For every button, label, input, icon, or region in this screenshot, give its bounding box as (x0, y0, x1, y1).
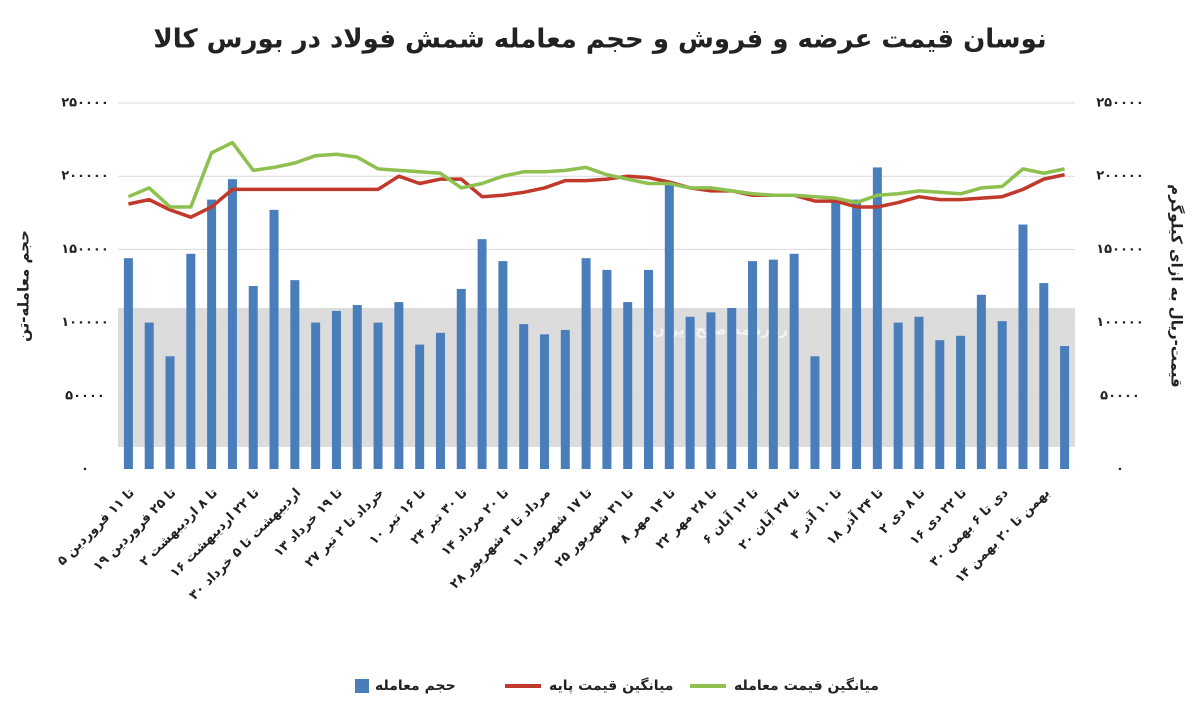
bar (602, 269, 612, 469)
legend-label: میانگین قیمت پایه (549, 677, 673, 694)
bar (685, 316, 695, 469)
line (128, 173, 1065, 219)
bar (456, 288, 466, 469)
bar (123, 258, 133, 469)
bar (560, 329, 570, 469)
line (127, 140, 1065, 209)
bar (727, 307, 737, 469)
bar (415, 344, 425, 469)
y2-tick-label: ۵۰۰۰۰ (1100, 388, 1140, 403)
bar (248, 286, 258, 469)
bar (165, 356, 175, 469)
bar (539, 334, 549, 469)
x-tick-label: ۲ تا ۸ اردیبهشت (137, 486, 221, 570)
y2-tick-label: ۰ (1116, 462, 1124, 477)
y-tick-label: ۵۰۰۰۰ (65, 388, 105, 403)
y2-axis-label: قیمت-ریال به ازای کیلوگرم (1168, 184, 1186, 388)
bar (872, 167, 882, 469)
watermark-band (118, 308, 1075, 447)
y-tick-label: ۱۰۰۰۰۰ (61, 315, 109, 330)
x-tick-label: ۵ تا ۱۱ فروردین (55, 486, 138, 569)
legend-label: حجم معامله (375, 678, 456, 694)
bar (768, 259, 778, 469)
bar (893, 322, 903, 469)
bar (311, 322, 321, 469)
bar (435, 332, 445, 469)
y2-tick-label: ۲۵۰۰۰۰ (1096, 96, 1144, 111)
y-tick-label: ۱۵۰۰۰۰ (61, 242, 109, 257)
bar (789, 253, 799, 469)
bar (269, 209, 279, 469)
legend-swatch (355, 679, 369, 693)
chart-title: نوسان قیمت عرضه و فروش و حجم معامله شمش … (153, 25, 1046, 55)
y2-tick-label: ۲۰۰۰۰۰ (1096, 169, 1144, 184)
bar (706, 312, 716, 469)
bar (935, 340, 945, 469)
bar (748, 261, 758, 469)
bar (810, 356, 820, 469)
legend-label: میانگین قیمت معامله (734, 677, 879, 694)
bar (956, 335, 966, 469)
bar (519, 324, 529, 469)
bar (644, 269, 654, 469)
bar (290, 280, 300, 469)
y-axis-label: حجم معامله-تن (15, 230, 33, 342)
y2-tick-label: ۱۰۰۰۰۰ (1096, 315, 1144, 330)
bar (144, 322, 154, 469)
bar (1060, 346, 1070, 469)
bar (1039, 283, 1049, 469)
bar (831, 202, 841, 469)
bar (352, 305, 362, 469)
y2-tick-label: ۱۵۰۰۰۰ (1096, 242, 1144, 257)
y-tick-label: ۲۰۰۰۰۰ (61, 169, 109, 184)
x-tick-label: ۳۰ دی تا ۶ بهمن (927, 485, 1011, 569)
bar (852, 199, 862, 469)
bar (623, 302, 633, 469)
y-tick-label: ۰ (81, 462, 89, 477)
y-tick-label: ۲۵۰۰۰۰ (61, 96, 109, 111)
bar (394, 302, 404, 469)
bar (186, 253, 196, 469)
bar (914, 316, 924, 469)
bar (664, 184, 674, 469)
bar (498, 261, 508, 469)
bar (997, 321, 1007, 469)
bar (976, 294, 986, 469)
bar (1018, 224, 1028, 469)
bar (331, 310, 341, 469)
bar (207, 199, 217, 469)
bar (477, 239, 487, 469)
bar (581, 258, 591, 469)
bar (227, 179, 237, 470)
bar (373, 322, 383, 469)
